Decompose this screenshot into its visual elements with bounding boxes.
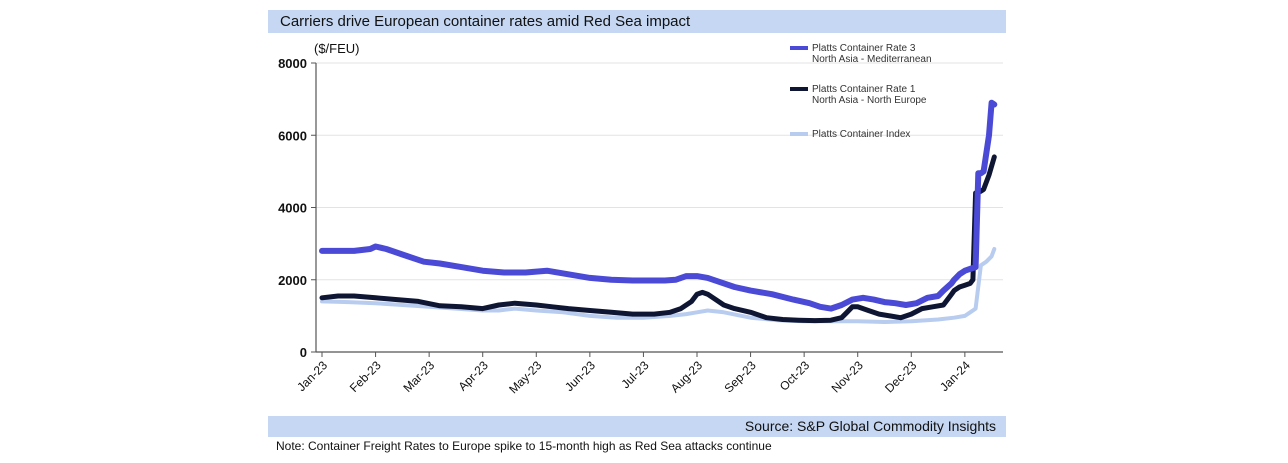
x-tick-label: Apr-23 xyxy=(455,358,491,394)
x-tick-label: Feb-23 xyxy=(347,358,384,395)
x-tick-label: Dec-23 xyxy=(882,358,919,395)
x-tick-label: Aug-23 xyxy=(668,358,705,395)
legend-label: Platts Container Rate 3 xyxy=(812,43,916,54)
y-tick-label: 6000 xyxy=(278,128,307,143)
x-tick-label: Nov-23 xyxy=(829,358,866,395)
y-tick-label: 0 xyxy=(300,345,307,360)
legend-label-line2: North Asia - North Europe xyxy=(812,95,927,106)
chart-title: Carriers drive European container rates … xyxy=(280,13,691,30)
series-lines xyxy=(319,99,998,324)
y-axis-label: ($/FEU) xyxy=(314,41,360,56)
x-tick-label: Jul-23 xyxy=(619,358,652,391)
chart-title-band: Carriers drive European container rates … xyxy=(268,10,1006,33)
y-tick-label: 2000 xyxy=(278,273,307,288)
series-line-north-europe xyxy=(319,154,997,324)
legend-label: Platts Container Index xyxy=(812,129,910,140)
chart-note: Note: Container Freight Rates to Europe … xyxy=(276,439,772,453)
source-band: Source: S&P Global Commodity Insights xyxy=(268,416,1006,437)
y-axis-ticks: 0 2000 4000 6000 8000 xyxy=(278,56,316,360)
x-tick-label: Jan-24 xyxy=(937,358,973,394)
x-axis-ticks: Jan-23 Feb-23 Mar-23 Apr-23 May-23 Jun-23 Jul-… xyxy=(294,352,973,396)
legend-label: Platts Container Rate 1 xyxy=(812,84,916,95)
y-tick-label: 4000 xyxy=(278,201,307,216)
x-tick-label: May-23 xyxy=(506,358,544,396)
x-tick-label: Mar-23 xyxy=(400,358,437,395)
y-tick-label: 8000 xyxy=(278,56,307,71)
x-tick-label: Jun-23 xyxy=(562,358,598,394)
legend-label-line2: North Asia - Mediterranean xyxy=(812,54,932,65)
x-tick-label: Oct-23 xyxy=(777,358,813,394)
x-tick-label: Jan-23 xyxy=(294,358,330,394)
source-text: Source: S&P Global Commodity Insights xyxy=(744,418,996,434)
series-line-med xyxy=(319,99,998,312)
x-tick-label: Sep-23 xyxy=(721,358,758,395)
